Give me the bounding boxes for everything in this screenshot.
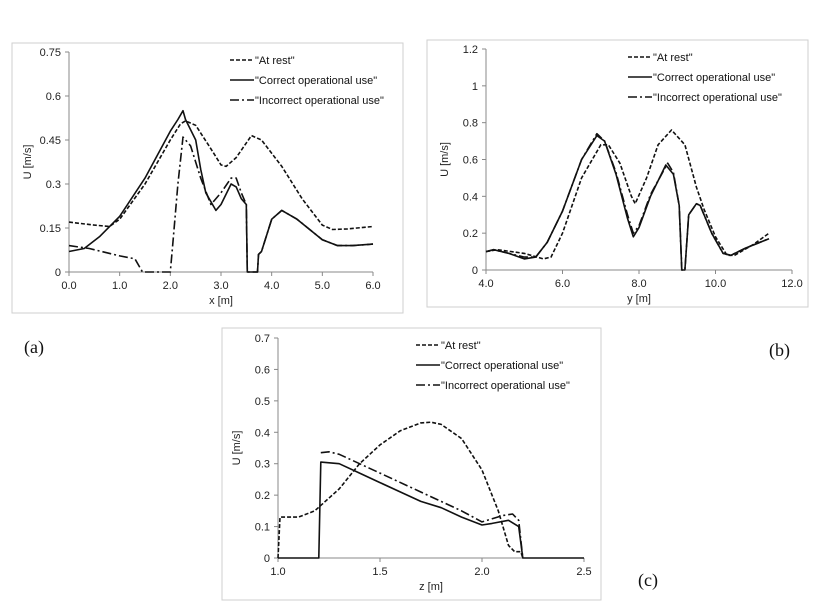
x-tick-label: 3.0 [213, 280, 228, 292]
y-tick-label: 0.6 [463, 155, 478, 167]
x-tick-label: 0.0 [61, 280, 76, 292]
y-tick-label: 0.8 [463, 118, 478, 130]
series-line-dashed [68, 120, 374, 231]
legend-label: "Correct operational use" [441, 360, 563, 372]
chart-frame [221, 327, 602, 601]
x-tick-label: 8.0 [631, 278, 646, 290]
x-tick-label: 5.0 [315, 280, 330, 292]
x-tick-label: 10.0 [705, 278, 726, 290]
series-line-solid [68, 109, 374, 273]
x-axis-label: y [m] [627, 293, 651, 305]
legend-label: "At rest" [255, 55, 295, 67]
legend-label: "Incorrect operational use" [441, 380, 570, 392]
x-tick-label: 1.5 [372, 566, 387, 578]
x-tick-label: 6.0 [555, 278, 570, 290]
y-tick-label: 1.2 [463, 44, 478, 56]
y-axis-label: U [m/s] [231, 431, 243, 466]
x-tick-label: 1.0 [270, 566, 285, 578]
panel-label-a: (a) [24, 337, 44, 357]
legend-label: "Correct operational use" [255, 75, 377, 87]
chart-0: 0.0 1.0 2.0 3.0 4.0 5.0 6.0 0 0.15 0.3 0.45 0.6 0.75… [11, 42, 404, 314]
y-tick-label: 1 [472, 81, 478, 93]
panel-label-c: (c) [638, 570, 658, 590]
legend-label: "At rest" [653, 52, 693, 64]
chart-frame [11, 42, 404, 314]
y-tick-label: 0 [472, 265, 478, 277]
series-line-dashed [277, 421, 524, 559]
y-tick-label: 0.6 [255, 364, 270, 376]
x-axis-label: z [m] [419, 581, 443, 593]
y-tick-label: 0.5 [255, 396, 270, 408]
y-tick-label: 0.4 [463, 191, 478, 203]
y-tick-label: 0.3 [255, 459, 270, 471]
y-axis-label: U [m/s] [22, 145, 34, 180]
legend-label: "Incorrect operational use" [255, 95, 384, 107]
y-tick-label: 0.45 [40, 135, 61, 147]
x-tick-label: 6.0 [365, 280, 380, 292]
y-tick-label: 0 [264, 553, 270, 565]
y-tick-label: 0.1 [255, 522, 270, 534]
series-line-dashdot [320, 450, 524, 559]
y-tick-label: 0.2 [463, 228, 478, 240]
y-tick-label: 0.3 [46, 179, 61, 191]
x-tick-label: 4.0 [264, 280, 279, 292]
chart-frame [426, 39, 809, 308]
y-tick-label: 0.75 [40, 47, 61, 59]
y-tick-label: 0.7 [255, 333, 270, 345]
x-tick-label: 12.0 [781, 278, 802, 290]
y-axis-label: U [m/s] [439, 142, 451, 177]
legend-label: "Incorrect operational use" [653, 92, 782, 104]
x-axis-label: x [m] [209, 295, 233, 307]
y-tick-label: 0.15 [40, 223, 61, 235]
y-tick-label: 0 [55, 267, 61, 279]
x-tick-label: 2.5 [576, 566, 591, 578]
y-tick-label: 0.6 [46, 91, 61, 103]
x-tick-label: 1.0 [112, 280, 127, 292]
series-line-solid [278, 461, 584, 559]
legend-label: "Correct operational use" [653, 72, 775, 84]
y-tick-label: 0.2 [255, 490, 270, 502]
x-tick-label: 2.0 [163, 280, 178, 292]
panel-label-b: (b) [769, 340, 790, 360]
chart-2: 1.0 1.5 2.0 2.5 0 0.1 0.2 0.3 0.4 0.5 0.6 0.7 z [m] U… [221, 327, 602, 601]
series-line-solid [485, 134, 770, 271]
chart-1: 4.0 6.0 8.0 10.0 12.0 0 0.2 0.4 0.6 0.8 1 1.2 y [m] U… [426, 39, 809, 308]
legend-label: "At rest" [441, 340, 481, 352]
x-tick-label: 4.0 [478, 278, 493, 290]
x-tick-label: 2.0 [474, 566, 489, 578]
y-tick-label: 0.4 [255, 427, 270, 439]
series-line-dashed [485, 129, 770, 260]
